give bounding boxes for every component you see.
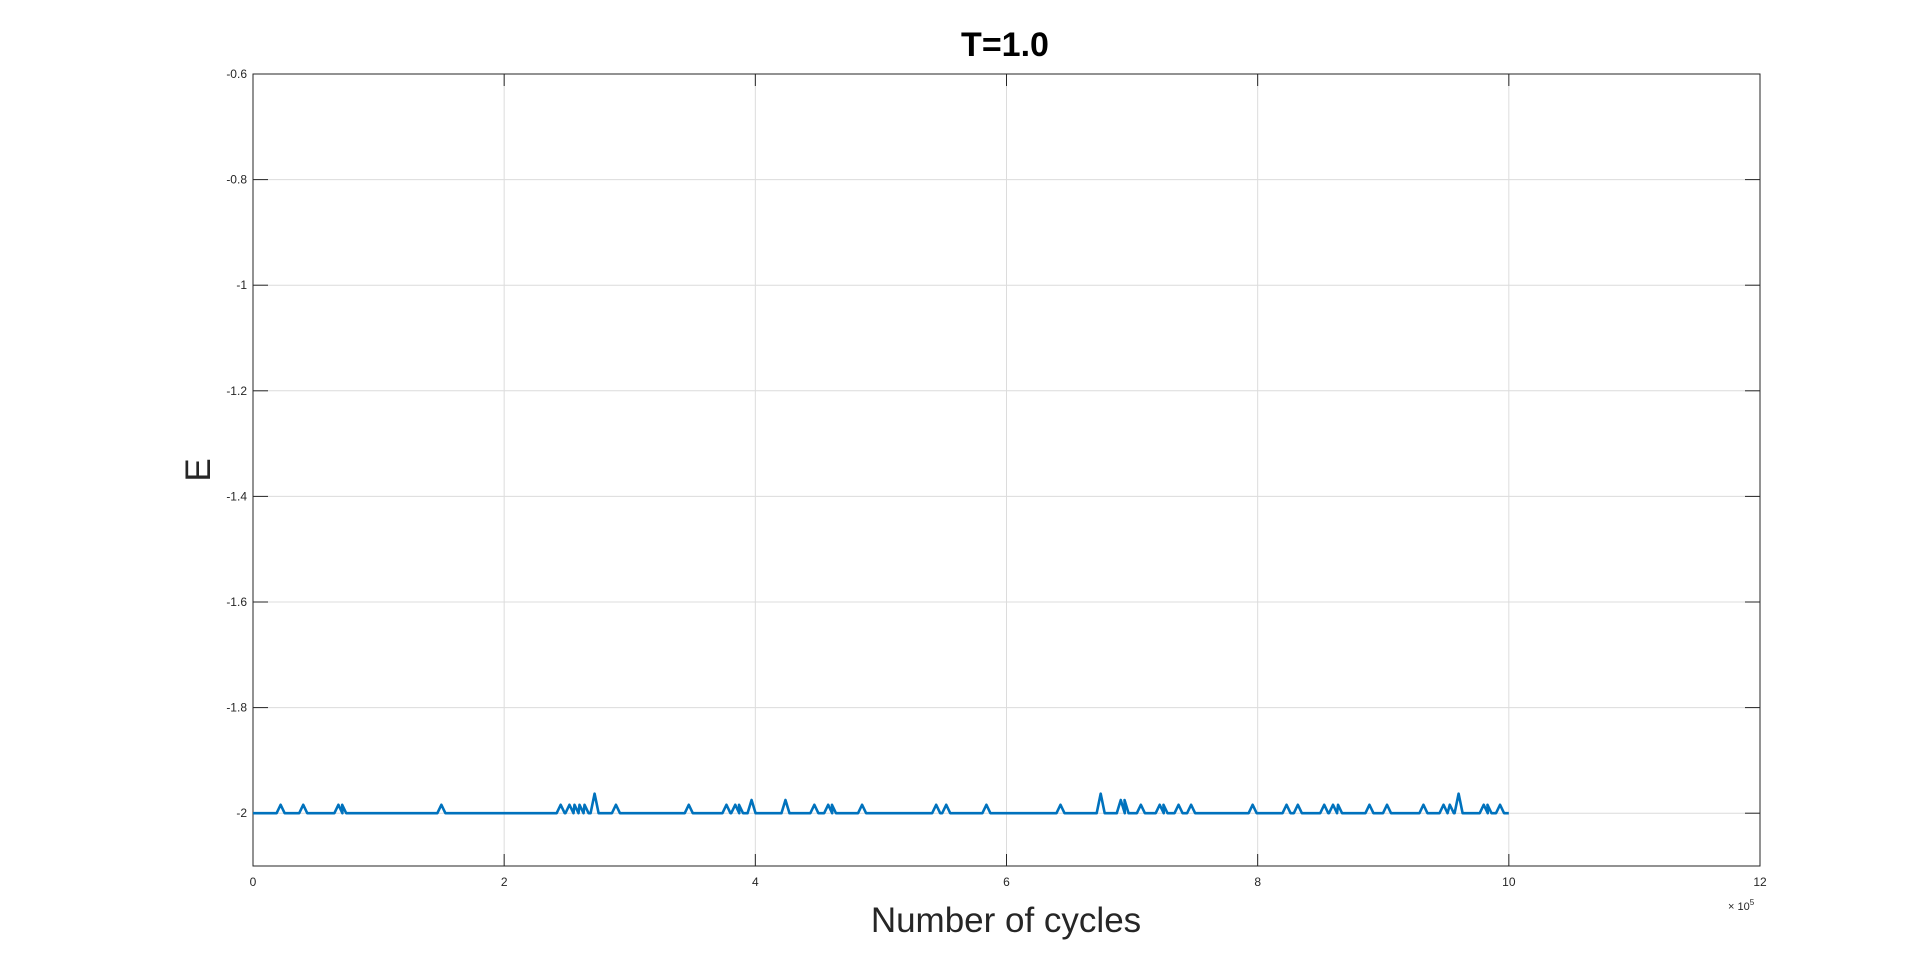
x-tick-label: 10 (1502, 875, 1516, 889)
y-axis-label: E (179, 458, 218, 481)
y-tick-label: -1.4 (226, 489, 247, 503)
y-tick-labels: -0.6 -0.8 -1 -1.2 -1.4 -1.6 -1.8 -2 (226, 67, 247, 820)
x-exponent-base: × 10 (1728, 901, 1750, 913)
x-tick-label: 2 (501, 875, 508, 889)
x-axis-label: Number of cycles (871, 901, 1141, 940)
y-tick-label: -1 (236, 278, 247, 292)
chart-title: T=1.0 (961, 26, 1049, 64)
x-tick-label: 8 (1254, 875, 1261, 889)
x-tick-label: 6 (1003, 875, 1010, 889)
y-tick-label: -2 (236, 806, 247, 820)
y-tick-label: -1.6 (226, 595, 247, 609)
x-exponent-power: 5 (1750, 898, 1755, 907)
y-tick-label: -0.8 (226, 173, 247, 187)
y-tick-label: -1.8 (226, 701, 247, 715)
tick-marks (252, 73, 1761, 866)
x-axis-exponent: × 105 (1728, 898, 1755, 913)
series-line-E (253, 792, 1509, 815)
grid (253, 74, 1760, 866)
y-tick-label: -1.2 (226, 384, 247, 398)
y-tick-label: -0.6 (226, 67, 247, 81)
x-tick-label: 0 (250, 875, 257, 889)
x-tick-label: 4 (752, 875, 759, 889)
x-tick-label: 12 (1753, 875, 1767, 889)
x-tick-labels: 0 2 4 6 8 10 12 (250, 875, 1767, 889)
